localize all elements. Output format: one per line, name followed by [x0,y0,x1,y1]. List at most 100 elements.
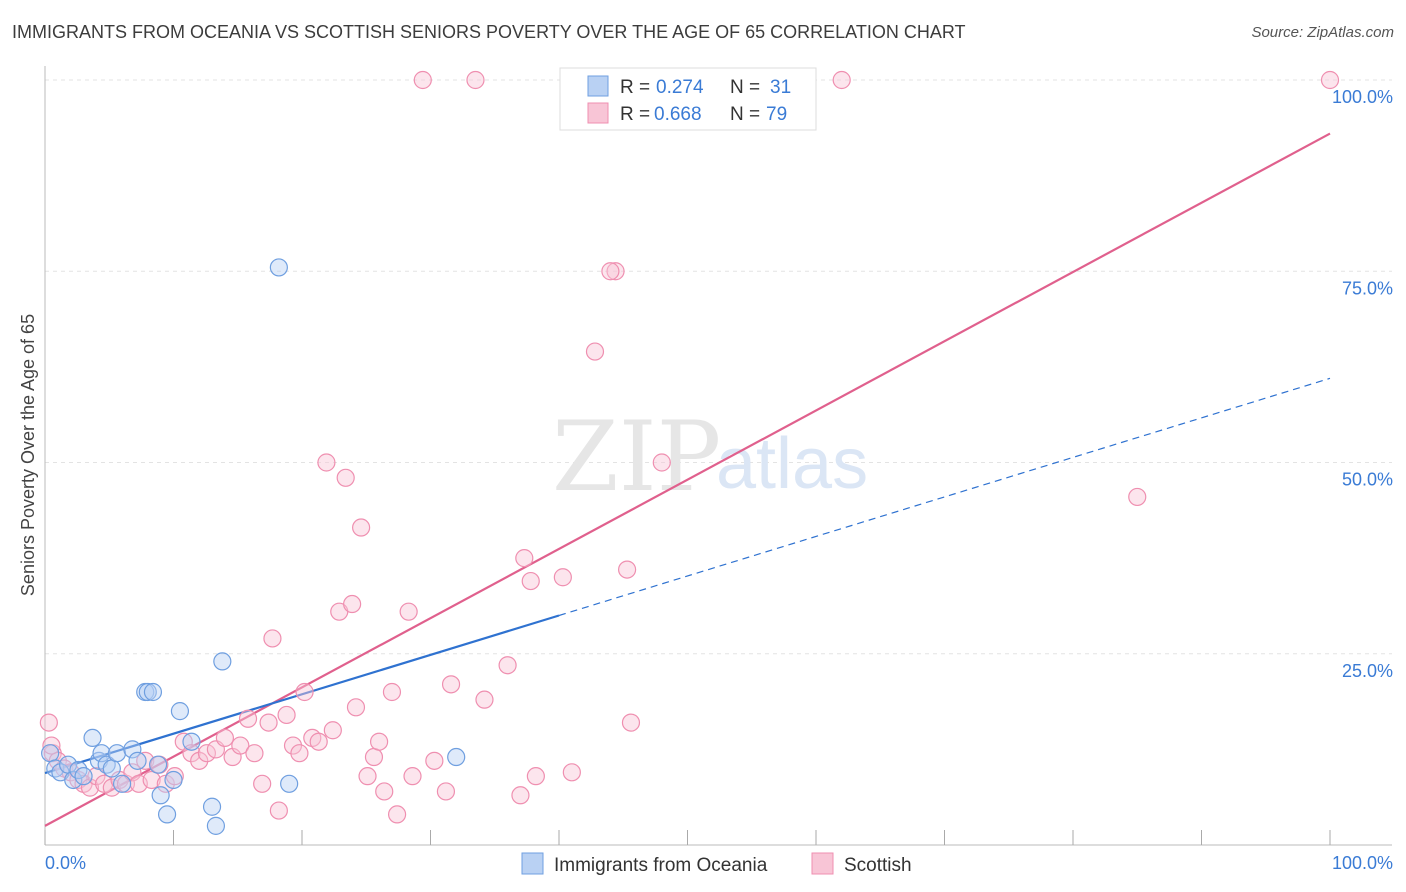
point-oceania-19 [148,755,168,774]
point-oceania-23 [170,702,190,721]
legend-r-label-1: R = [620,77,650,98]
y-tick-label-3: 100.0% [1332,87,1393,107]
legend-swatch-scottish [587,102,609,124]
point-oceania-20 [151,786,170,805]
point-scottish-39 [309,732,328,751]
point-scottish-46 [352,518,371,537]
point-scottish-78 [42,736,61,755]
point-scottish-69 [606,262,625,281]
legend-r-value-1: 0.274 [656,77,704,98]
point-scottish-62 [511,786,530,805]
y-tick-label-2: 75.0% [1342,278,1393,298]
point-scottish-12 [116,774,136,793]
series-swatch-scottish [811,852,834,875]
trend-lines [44,132,1331,827]
point-scottish-64 [521,571,540,591]
point-scottish-59 [466,70,485,90]
point-scottish-60 [475,690,494,709]
legend-n-value-1: 31 [770,77,791,98]
series-swatch-oceania [521,852,544,875]
series-label-scottish: Scottish [844,855,912,876]
point-oceania-4 [64,770,83,790]
point-oceania-6 [74,767,93,786]
point-scottish-41 [323,721,342,740]
point-scottish-23 [197,744,217,763]
point-scottish-44 [343,594,362,614]
point-oceania-15 [128,751,147,770]
tick-labels: 25.0% 50.0% 75.0% 100.0% 0.0% 100.0% [45,87,1393,873]
point-oceania-27 [213,652,232,671]
point-scottish-65 [526,767,545,786]
point-scottish-50 [375,782,394,801]
point-scottish-25 [215,728,234,748]
point-scottish-33 [269,801,288,820]
point-scottish-40 [317,453,336,472]
point-scottish-16 [142,770,161,790]
point-scottish-22 [190,751,209,770]
data-points [39,70,1340,835]
point-scottish-55 [413,70,432,90]
point-oceania-25 [202,797,222,816]
trend-line-scottish [44,132,1331,827]
point-scottish-10 [102,778,121,797]
point-scottish-0 [39,713,58,732]
legend-swatch-oceania [587,75,609,97]
point-scottish-77 [601,262,620,281]
y-tick-label-0: 25.0% [1342,661,1393,681]
point-scottish-34 [277,705,296,725]
point-oceania-22 [164,770,183,790]
x-tick-label-min: 0.0% [45,853,86,873]
x-tick-label-max: 100.0% [1332,853,1393,873]
point-oceania-13 [112,774,132,793]
point-scottish-29 [245,744,264,763]
point-scottish-57 [436,782,456,801]
y-tick-label-1: 50.0% [1342,470,1393,490]
point-scottish-63 [515,549,534,568]
point-oceania-28 [269,258,288,277]
series-label-oceania: Immigrants from Oceania [554,855,768,876]
stats-legend: R = 0.274 N = 31 R = 0.668 N = 79 [559,67,817,131]
point-scottish-7 [80,778,100,797]
chart-title: IMMIGRANTS FROM OCEANIA VS SCOTTISH SENI… [12,22,966,42]
point-scottish-76 [1320,70,1340,90]
legend-r-label-2: R = [620,104,650,125]
watermark-zip: ZIP [552,401,721,513]
point-oceania-12 [107,744,127,763]
point-scottish-36 [290,744,309,763]
point-scottish-74 [832,70,851,90]
point-scottish-27 [231,736,250,755]
point-scottish-52 [387,805,407,824]
y-axis-title: Seniors Poverty Over the Age of 65 [18,314,38,596]
legend-n-label-2: N = [730,104,760,125]
point-scottish-45 [346,698,366,717]
point-oceania-21 [157,805,177,824]
point-scottish-75 [1128,487,1147,507]
point-scottish-28 [238,709,258,728]
point-scottish-54 [403,767,422,786]
point-scottish-13 [123,763,142,782]
point-oceania-18 [143,682,163,702]
point-oceania-11 [102,759,121,778]
legend-n-label-1: N = [730,77,760,98]
point-oceania-17 [138,682,157,702]
point-oceania-30 [447,747,466,767]
point-scottish-67 [562,763,581,782]
point-oceania-24 [182,732,201,751]
series-legend: Immigrants from Oceania Scottish [521,852,912,876]
point-scottish-61 [498,656,517,675]
point-scottish-49 [370,732,389,751]
point-scottish-32 [263,629,282,648]
point-oceania-29 [280,774,299,793]
trend-line-oceania-extension [558,377,1331,617]
point-scottish-53 [399,602,418,621]
point-scottish-70 [618,560,637,579]
point-scottish-43 [336,468,355,487]
point-oceania-0 [41,744,60,763]
point-scottish-47 [358,767,377,786]
point-scottish-66 [553,568,572,587]
point-scottish-56 [425,751,444,770]
point-scottish-30 [253,774,272,793]
point-oceania-14 [123,740,142,759]
point-scottish-37 [295,682,314,702]
